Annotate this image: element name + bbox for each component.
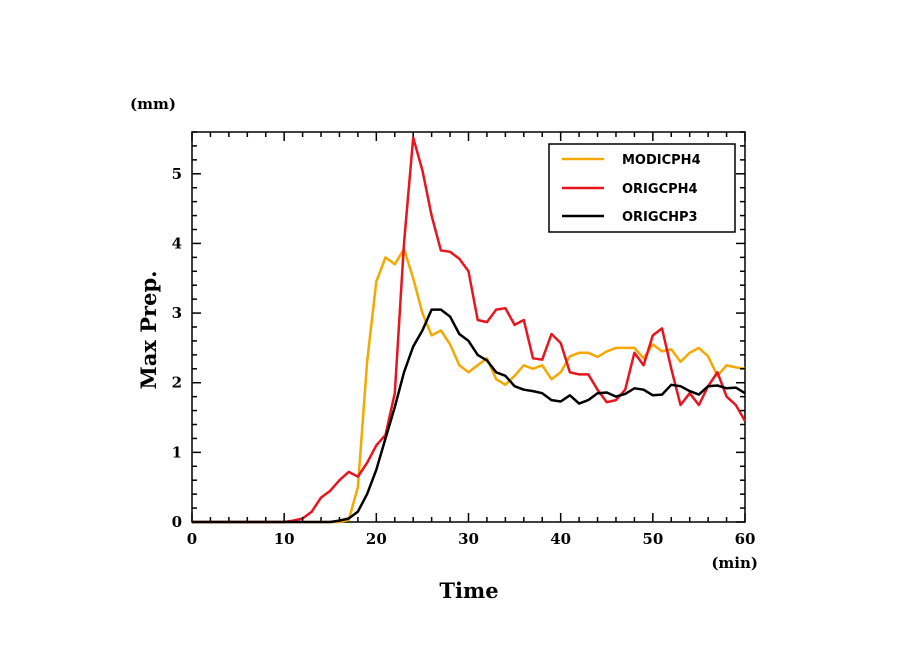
legend-label-origchp3: ORIGCHP3 — [622, 210, 698, 225]
legend: MODICPH4 ORIGCPH4 ORIGCHP3 — [548, 143, 736, 233]
x-tick-label: 40 — [550, 530, 571, 548]
y-tick-label: 2 — [172, 374, 182, 392]
series-line-modicph4 — [192, 247, 746, 524]
series-line-origchp3 — [192, 308, 746, 524]
x-tick-label: 0 — [187, 530, 197, 548]
legend-label-modicph4: MODICPH4 — [622, 153, 701, 168]
legend-label-origcph4: ORIGCPH4 — [622, 182, 698, 197]
y-tick-label: 0 — [172, 513, 182, 531]
ticks-layer — [191, 131, 746, 523]
y-tick-label: 1 — [172, 443, 182, 461]
x-tick-label: 10 — [274, 530, 295, 548]
x-tick-label: 60 — [735, 530, 756, 548]
x-tick-label: 20 — [366, 530, 387, 548]
x-tick-label: 30 — [458, 530, 479, 548]
tick-labels-layer: 0 10 20 30 40 50 60 0 1 2 3 4 5 — [172, 165, 756, 548]
y-tick-label: 5 — [172, 165, 182, 183]
x-axis-title: Time — [439, 578, 498, 603]
y-tick-label: 4 — [172, 234, 182, 252]
y-tick-label: 3 — [172, 304, 182, 322]
x-unit-label: (min) — [711, 554, 758, 572]
y-unit-label: (mm) — [130, 95, 176, 113]
y-axis-title: Max Prep. — [136, 271, 161, 390]
x-tick-label: 50 — [642, 530, 663, 548]
